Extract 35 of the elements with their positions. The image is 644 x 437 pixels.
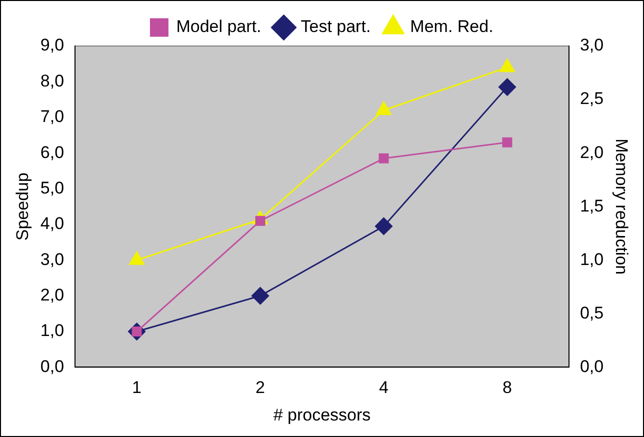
point bbox=[252, 287, 270, 305]
y2-tick-label: 0,5 bbox=[580, 303, 604, 322]
y2-axis-title: Memory reduction bbox=[612, 138, 632, 275]
point bbox=[498, 78, 516, 96]
y-tick-label: 5,0 bbox=[40, 178, 64, 198]
y-tick-label: 0,0 bbox=[40, 356, 64, 376]
y-axis-title: Speedup bbox=[12, 172, 32, 241]
y-tick-label: 2,0 bbox=[40, 286, 64, 305]
point bbox=[500, 58, 515, 72]
y2-tick-label: 1,0 bbox=[580, 250, 604, 269]
point bbox=[374, 217, 392, 235]
x-tick-label: 4 bbox=[379, 378, 388, 398]
x-tick-label: 8 bbox=[502, 378, 512, 398]
y-tick-label: 1,0 bbox=[40, 321, 64, 340]
point bbox=[378, 153, 389, 164]
x-tick-label: 1 bbox=[132, 378, 142, 398]
y2-tick-label: 3,0 bbox=[580, 36, 604, 55]
y-tick-label: 6,0 bbox=[40, 142, 64, 162]
legend-label: Mem. Red. bbox=[410, 17, 494, 36]
y-tick-label: 9,0 bbox=[40, 36, 64, 55]
point bbox=[376, 101, 392, 115]
y2-tick-label: 1,5 bbox=[580, 196, 604, 216]
y-tick-label: 3,0 bbox=[40, 250, 64, 269]
legend-label: Model part. bbox=[176, 17, 262, 36]
y2-tick-label: 2,5 bbox=[580, 89, 604, 108]
y-tick-label: 4,0 bbox=[40, 214, 64, 234]
x-tick-label: 2 bbox=[256, 378, 265, 398]
point bbox=[502, 137, 512, 148]
y-tick-label: 7,0 bbox=[40, 107, 64, 126]
x-axis-title: # processors bbox=[273, 405, 371, 424]
point bbox=[129, 251, 144, 265]
y-tick-label: 8,0 bbox=[40, 71, 64, 90]
y2-tick-label: 2,0 bbox=[580, 142, 604, 162]
legend-label: Test part. bbox=[300, 17, 371, 36]
y2-tick-label: 0,0 bbox=[580, 356, 604, 376]
